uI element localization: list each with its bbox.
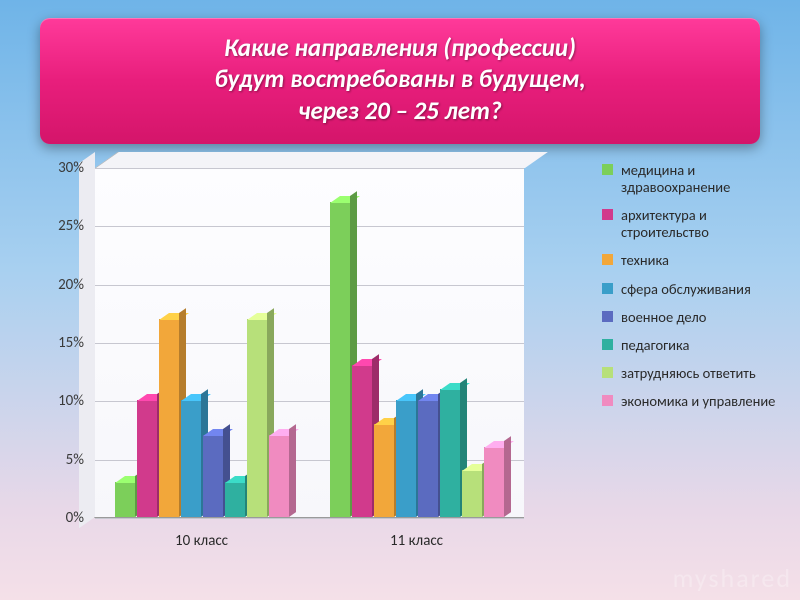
- bar: [374, 424, 394, 517]
- bar: [247, 319, 267, 517]
- bar: [418, 400, 438, 517]
- y-tick-label: 0%: [34, 509, 84, 527]
- y-tick-label: 5%: [34, 451, 84, 469]
- bar: [484, 447, 504, 517]
- legend-swatch: [602, 339, 613, 350]
- bar-group: [310, 202, 525, 517]
- bar: [269, 435, 289, 517]
- bar: [203, 435, 223, 517]
- bar-groups: [95, 168, 524, 517]
- title-line-3: через 20 – 25 лет?: [60, 95, 740, 126]
- legend-swatch: [602, 367, 613, 378]
- x-tick-label: 10 класс: [94, 518, 309, 550]
- y-tick-label: 15%: [34, 334, 84, 352]
- legend-item: техника: [602, 252, 788, 269]
- legend-item: сфера обслуживания: [602, 281, 788, 298]
- legend-swatch: [602, 311, 613, 322]
- y-tick-label: 20%: [34, 276, 84, 294]
- legend-swatch: [602, 254, 613, 265]
- y-tick-label: 30%: [34, 159, 84, 177]
- plot: [94, 168, 524, 518]
- title-line-2: будут востребованы в будущем,: [60, 63, 740, 94]
- bar: [330, 202, 350, 517]
- legend-item: педагогика: [602, 337, 788, 354]
- bar: [115, 482, 135, 517]
- legend-item: архитектура и строительство: [602, 207, 788, 241]
- legend-item: военное дело: [602, 309, 788, 326]
- legend-label: медицина и здравоохранение: [621, 162, 788, 196]
- x-tick-label: 11 класс: [309, 518, 524, 550]
- legend-item: экономика и управление: [602, 393, 788, 410]
- legend: медицина и здравоохранение архитектура и …: [602, 162, 788, 421]
- watermark: myshared: [673, 562, 792, 594]
- bar-group: [95, 319, 310, 517]
- legend-swatch: [602, 283, 613, 294]
- legend-label: техника: [621, 252, 669, 269]
- bar: [462, 470, 482, 517]
- bar: [159, 319, 179, 517]
- title-line-1: Какие направления (профессии): [60, 32, 740, 63]
- title-banner: Какие направления (профессии) будут вост…: [40, 18, 760, 144]
- bar: [225, 482, 245, 517]
- bar: [137, 400, 157, 517]
- legend-item: медицина и здравоохранение: [602, 162, 788, 196]
- legend-swatch: [602, 395, 613, 406]
- legend-label: экономика и управление: [621, 393, 775, 410]
- legend-label: архитектура и строительство: [621, 207, 788, 241]
- bar: [181, 400, 201, 517]
- legend-label: педагогика: [621, 337, 689, 354]
- y-tick-label: 10%: [34, 392, 84, 410]
- legend-label: затрудняюсь ответить: [621, 365, 756, 382]
- legend-swatch: [602, 209, 613, 220]
- x-axis-labels: 10 класс11 класс: [94, 518, 524, 550]
- y-tick-label: 25%: [34, 217, 84, 235]
- legend-label: военное дело: [621, 309, 706, 326]
- legend-swatch: [602, 164, 613, 175]
- bar: [352, 365, 372, 517]
- bar: [440, 389, 460, 517]
- chart-area: 10 класс11 класс 0% 5% 10% 15% 20% 25% 30%: [28, 158, 588, 578]
- bar: [396, 400, 416, 517]
- legend-item: затрудняюсь ответить: [602, 365, 788, 382]
- legend-label: сфера обслуживания: [621, 281, 751, 298]
